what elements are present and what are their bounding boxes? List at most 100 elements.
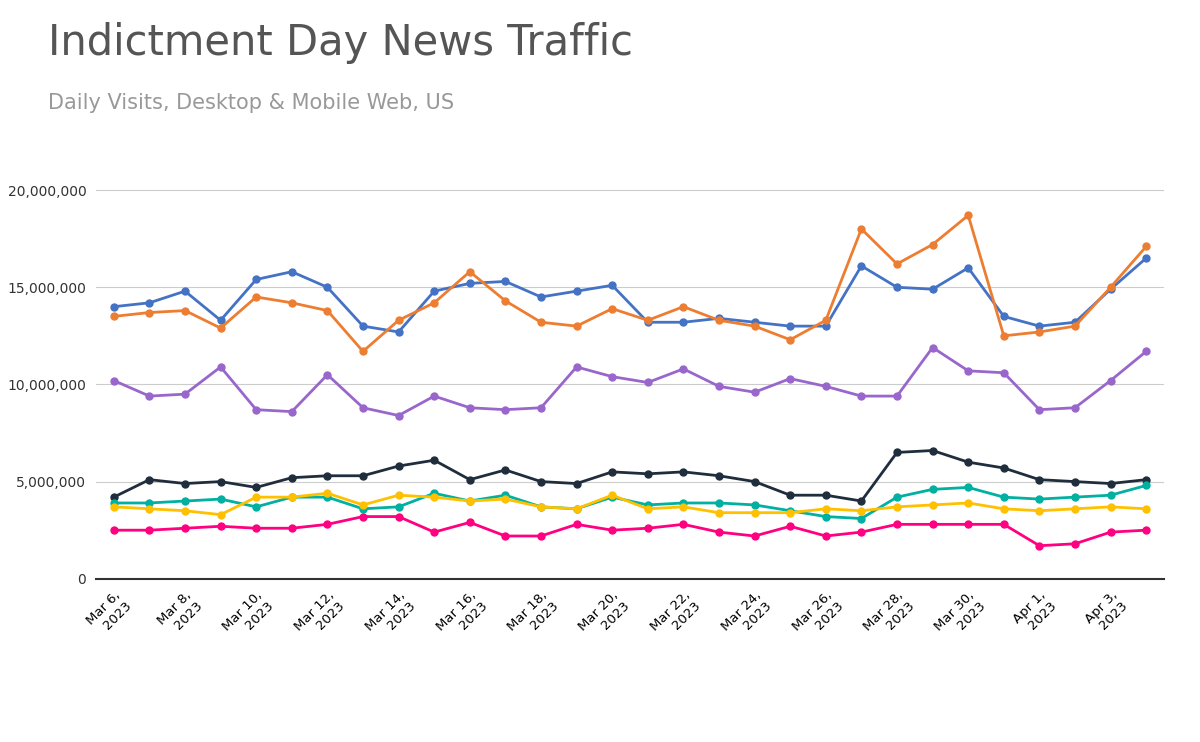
foxnews.com — [250, 405, 264, 414]
nypost.com — [320, 471, 335, 480]
usatoday.com — [534, 502, 548, 511]
nypost.com — [854, 496, 869, 505]
wsj.com — [1139, 526, 1153, 535]
wsj.com — [854, 528, 869, 536]
usatoday.com — [818, 505, 833, 513]
nypost.com — [996, 464, 1010, 473]
washingtonpost.com — [391, 502, 406, 511]
washingtonpost.com — [996, 493, 1010, 502]
cnn.com — [1068, 322, 1082, 331]
nytimes.com — [996, 312, 1010, 321]
wsj.com — [320, 520, 335, 529]
nytimes.com — [818, 322, 833, 331]
washingtonpost.com — [178, 496, 192, 505]
wsj.com — [677, 520, 691, 529]
foxnews.com — [498, 405, 512, 414]
cnn.com — [996, 332, 1010, 341]
foxnews.com — [463, 404, 478, 413]
wsj.com — [250, 524, 264, 533]
washingtonpost.com — [214, 495, 228, 504]
Line: wsj.com: wsj.com — [110, 513, 1150, 549]
wsj.com — [391, 512, 406, 521]
nytimes.com — [356, 322, 371, 331]
Line: usatoday.com: usatoday.com — [110, 490, 1150, 518]
nytimes.com — [427, 286, 442, 295]
wsj.com — [570, 520, 584, 529]
cnn.com — [427, 298, 442, 307]
washingtonpost.com — [1104, 490, 1118, 499]
foxnews.com — [748, 388, 762, 397]
nypost.com — [356, 471, 371, 480]
wsj.com — [178, 524, 192, 533]
cnn.com — [1032, 327, 1046, 336]
usatoday.com — [143, 505, 156, 513]
nypost.com — [641, 470, 655, 479]
nytimes.com — [1032, 322, 1046, 331]
foxnews.com — [677, 364, 691, 373]
cnn.com — [1104, 283, 1118, 292]
usatoday.com — [178, 506, 192, 515]
foxnews.com — [782, 374, 797, 383]
washingtonpost.com — [782, 506, 797, 515]
nytimes.com — [748, 318, 762, 326]
nytimes.com — [250, 275, 264, 284]
usatoday.com — [356, 500, 371, 509]
foxnews.com — [534, 404, 548, 413]
nypost.com — [677, 467, 691, 476]
nypost.com — [570, 479, 584, 488]
cnn.com — [677, 302, 691, 311]
cnn.com — [356, 347, 371, 356]
cnn.com — [320, 306, 335, 315]
Line: washingtonpost.com: washingtonpost.com — [110, 482, 1150, 522]
wsj.com — [961, 520, 976, 529]
nypost.com — [143, 475, 156, 484]
nytimes.com — [925, 285, 940, 294]
foxnews.com — [712, 382, 726, 391]
nytimes.com — [534, 292, 548, 301]
washingtonpost.com — [143, 499, 156, 508]
nytimes.com — [641, 318, 655, 326]
washingtonpost.com — [320, 493, 335, 502]
wsj.com — [641, 524, 655, 533]
usatoday.com — [890, 502, 905, 511]
wsj.com — [107, 526, 121, 535]
Text: Daily Visits, Desktop & Mobile Web, US: Daily Visits, Desktop & Mobile Web, US — [48, 93, 454, 113]
cnn.com — [143, 308, 156, 317]
foxnews.com — [178, 390, 192, 398]
nytimes.com — [961, 263, 976, 272]
foxnews.com — [818, 382, 833, 391]
foxnews.com — [854, 392, 869, 401]
washingtonpost.com — [570, 505, 584, 513]
usatoday.com — [214, 510, 228, 519]
wsj.com — [818, 531, 833, 540]
nypost.com — [178, 479, 192, 488]
nytimes.com — [890, 283, 905, 292]
usatoday.com — [854, 506, 869, 515]
washingtonpost.com — [284, 493, 299, 502]
cnn.com — [107, 312, 121, 321]
foxnews.com — [996, 368, 1010, 377]
foxnews.com — [214, 363, 228, 372]
usatoday.com — [605, 490, 619, 499]
usatoday.com — [925, 500, 940, 509]
foxnews.com — [605, 372, 619, 381]
wsj.com — [356, 512, 371, 521]
usatoday.com — [677, 502, 691, 511]
cnn.com — [605, 304, 619, 313]
usatoday.com — [250, 493, 264, 502]
nypost.com — [284, 473, 299, 482]
nytimes.com — [284, 267, 299, 276]
nypost.com — [498, 465, 512, 474]
washingtonpost.com — [1032, 495, 1046, 504]
usatoday.com — [996, 505, 1010, 513]
wsj.com — [143, 526, 156, 535]
foxnews.com — [1139, 347, 1153, 356]
nytimes.com — [107, 302, 121, 311]
Text: Indictment Day News Traffic: Indictment Day News Traffic — [48, 22, 634, 65]
washingtonpost.com — [1068, 493, 1082, 502]
cnn.com — [250, 292, 264, 301]
cnn.com — [818, 316, 833, 325]
nypost.com — [961, 458, 976, 467]
cnn.com — [498, 296, 512, 305]
usatoday.com — [498, 495, 512, 504]
